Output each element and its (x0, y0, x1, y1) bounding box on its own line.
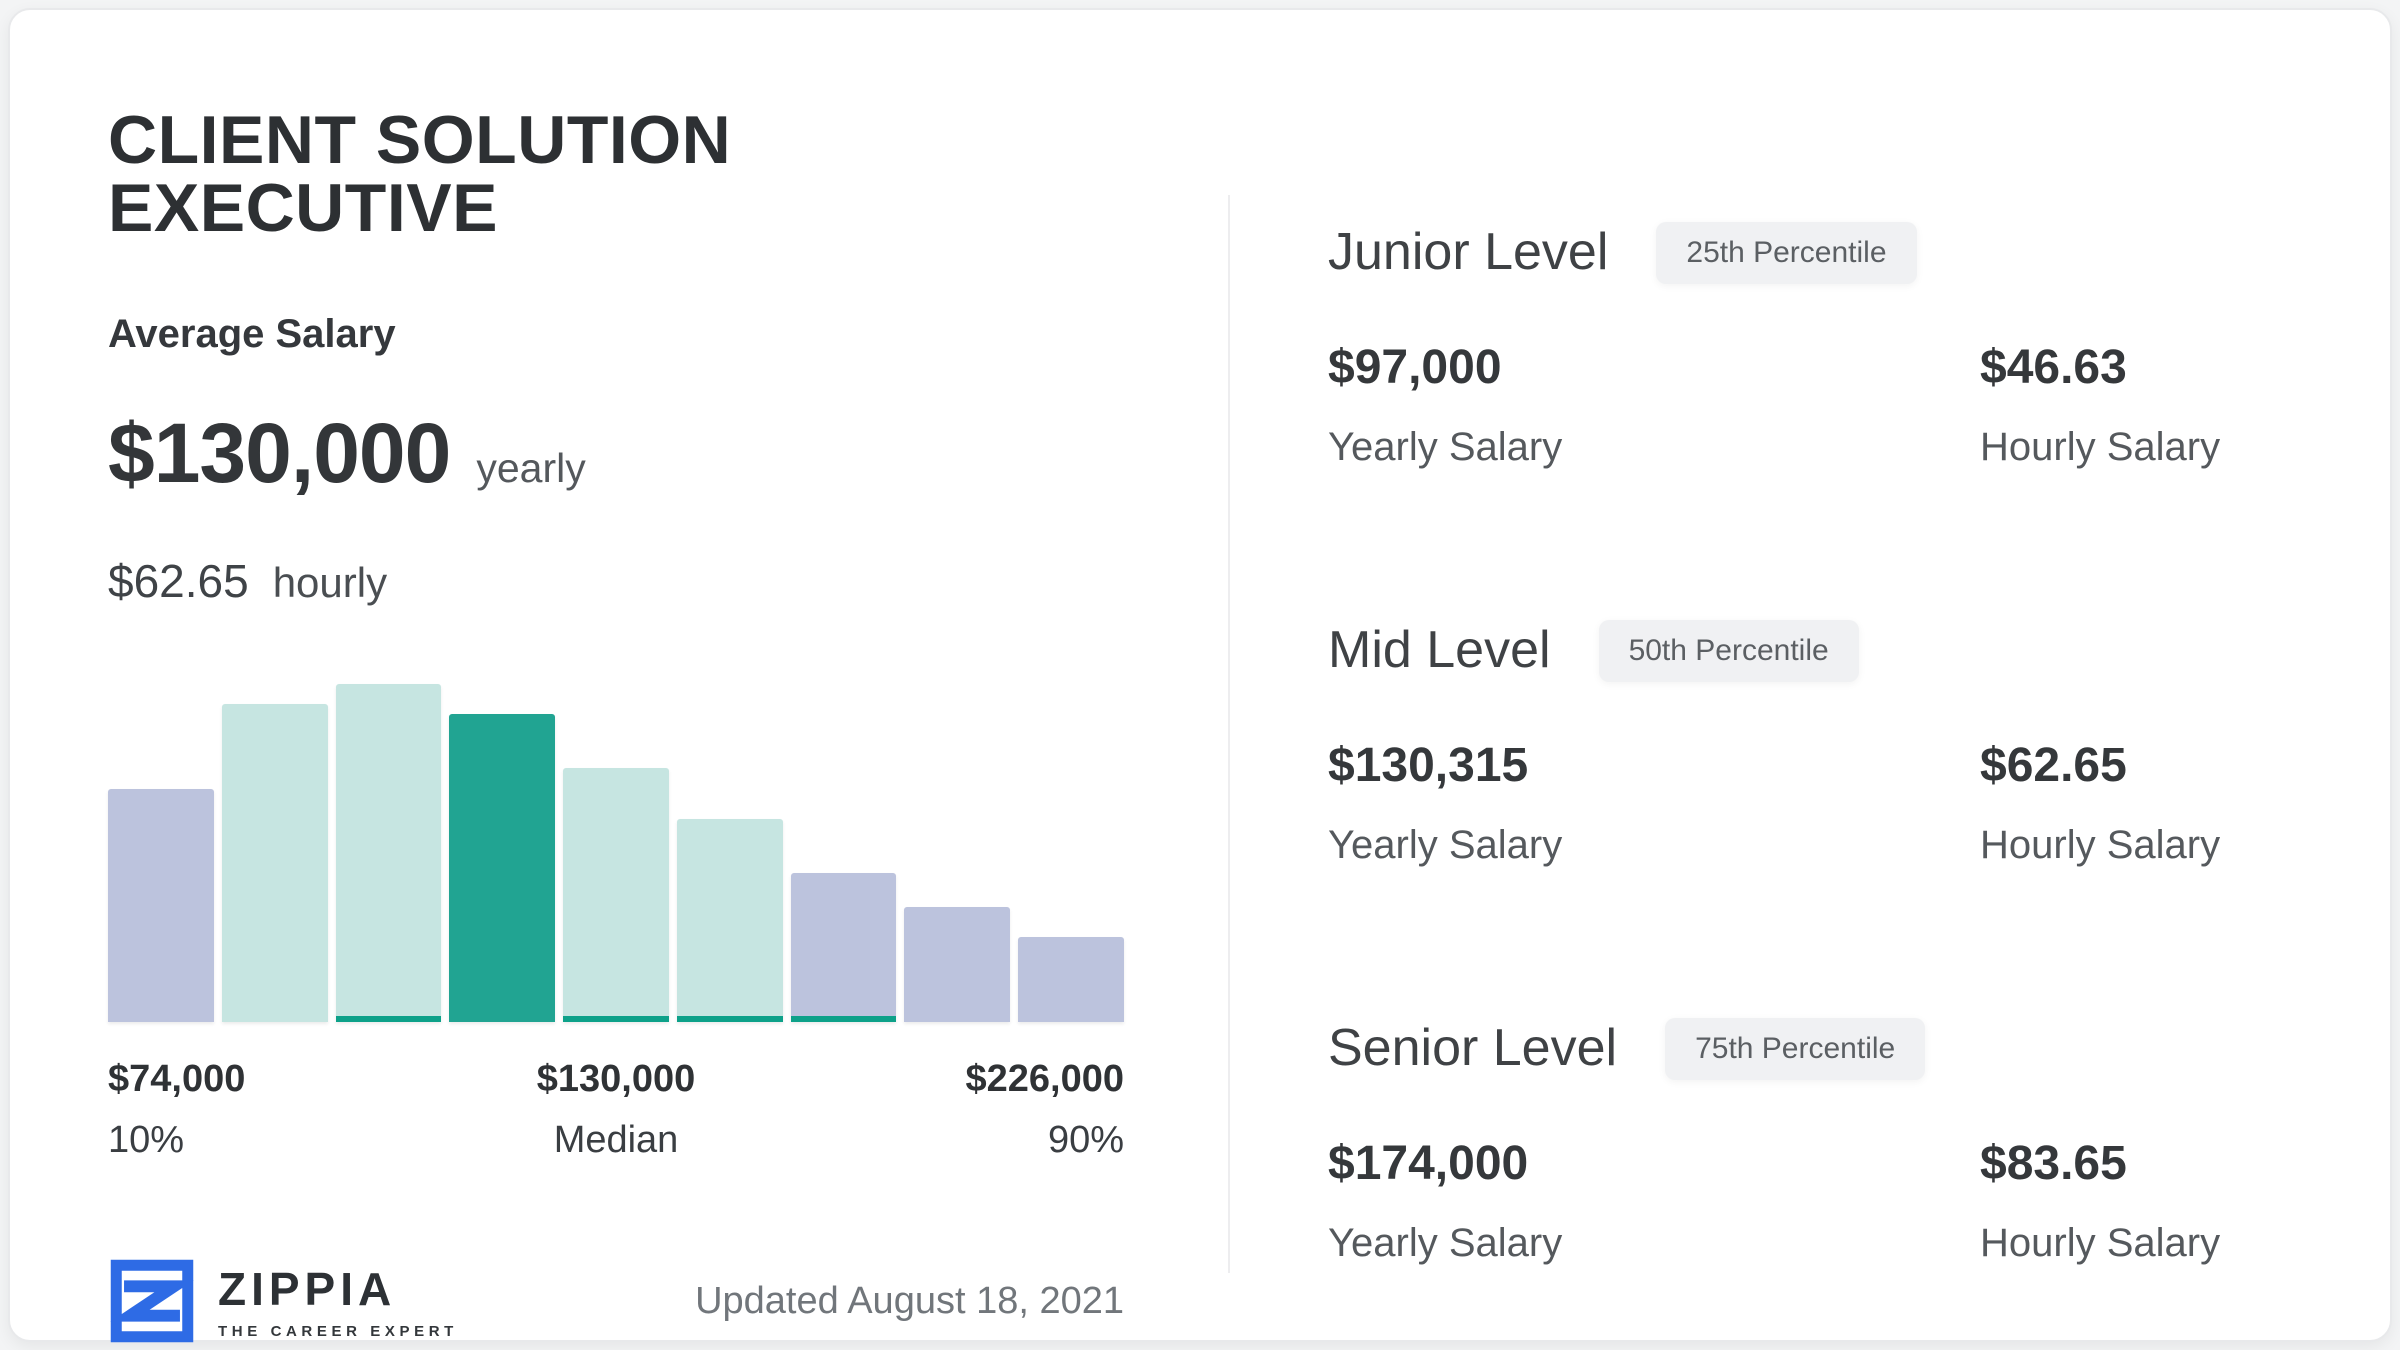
average-salary-heading: Average Salary (108, 312, 396, 356)
zippia-tagline: THE CAREER EXPERT (218, 1323, 458, 1340)
level-values-row: $130,315 Yearly Salary $62.65 Hourly Sal… (1328, 738, 2314, 868)
updated-date-text: Updated August 18, 2021 (695, 1279, 1124, 1322)
histogram-bar (449, 684, 556, 1022)
yearly-salary-block: $174,000 Yearly Salary (1328, 1136, 1980, 1266)
histogram-bar (221, 684, 328, 1022)
yearly-salary-block: $130,315 Yearly Salary (1328, 738, 1980, 868)
axis-tick-median: $130,000 Median (447, 1058, 786, 1162)
page-title: CLIENT SOLUTION EXECUTIVE (108, 102, 732, 246)
tick-label: 10% (108, 1119, 185, 1161)
salary-summary-column: CLIENT SOLUTION EXECUTIVE Average Salary… (108, 10, 1125, 1345)
hourly-salary-label: Hourly Salary (1980, 823, 2221, 867)
level-name: Senior Level (1328, 1019, 1618, 1078)
level-header: Senior Level 75th Percentile (1328, 1018, 2314, 1080)
tick-value: $130,000 (536, 1058, 696, 1100)
zippia-logo: ZIPPIA THE CAREER EXPERT (108, 1257, 458, 1345)
histogram-bar (108, 684, 214, 1022)
histogram-bar (335, 684, 442, 1022)
yearly-salary-label: Yearly Salary (1328, 425, 1563, 469)
hourly-salary-block: $62.65 Hourly Salary (1980, 738, 2314, 868)
average-hourly-value: $62.65 (108, 555, 249, 607)
hourly-salary-label: Hourly Salary (1980, 425, 2221, 469)
bar-underline (563, 1016, 669, 1022)
percentile-badge: 75th Percentile (1665, 1018, 1926, 1080)
salary-distribution-chart (108, 684, 1125, 1022)
yearly-salary-value: $130,315 (1328, 739, 1529, 792)
chart-x-axis: $74,000 10% $130,000 Median $226,000 90% (108, 1058, 1124, 1162)
level-header: Mid Level 50th Percentile (1328, 620, 2314, 682)
hourly-salary-block: $46.63 Hourly Salary (1980, 340, 2314, 470)
yearly-salary-block: $97,000 Yearly Salary (1328, 340, 1980, 470)
bar-underline (790, 1016, 897, 1022)
hourly-salary-block: $83.65 Hourly Salary (1980, 1136, 2314, 1266)
level-section-junior: Junior Level 25th Percentile $97,000 Yea… (1328, 222, 2314, 470)
histogram-bar (790, 684, 897, 1022)
average-hourly-row: $62.65 hourly (108, 554, 1124, 608)
yearly-salary-value: $174,000 (1328, 1137, 1529, 1190)
percentile-badge: 50th Percentile (1598, 620, 1859, 682)
tick-label: Median (553, 1119, 679, 1161)
level-values-row: $174,000 Yearly Salary $83.65 Hourly Sal… (1328, 1136, 2314, 1266)
zippia-wordmark: ZIPPIA (218, 1263, 397, 1315)
tick-label: 90% (1047, 1119, 1125, 1161)
average-yearly-row: $130,000 yearly (108, 405, 1124, 502)
axis-tick-10th-percentile: $74,000 10% (108, 1058, 447, 1162)
percentile-badge: 25th Percentile (1656, 222, 1917, 284)
percentile-levels-column: Junior Level 25th Percentile $97,000 Yea… (1328, 222, 2314, 1350)
level-section-mid: Mid Level 50th Percentile $130,315 Yearl… (1328, 620, 2314, 868)
level-section-senior: Senior Level 75th Percentile $174,000 Ye… (1328, 1018, 2314, 1266)
hourly-salary-value: $46.63 (1980, 341, 2127, 394)
bar-underline (335, 1016, 442, 1022)
footer-row: ZIPPIA THE CAREER EXPERT Updated August … (108, 1257, 1124, 1345)
tick-value: $74,000 (108, 1058, 246, 1100)
hourly-unit-label: hourly (272, 559, 388, 606)
tick-value: $226,000 (965, 1058, 1125, 1100)
vertical-divider (1228, 195, 1230, 1273)
histogram-bar (1018, 684, 1125, 1022)
histogram-bar (563, 684, 669, 1022)
histogram-bar (676, 684, 783, 1022)
level-header: Junior Level 25th Percentile (1328, 222, 2314, 284)
histogram-bar (904, 684, 1011, 1022)
average-yearly-value: $130,000 (108, 406, 451, 500)
hourly-salary-label: Hourly Salary (1980, 1221, 2221, 1265)
zippia-logo-text: ZIPPIA THE CAREER EXPERT (218, 1262, 458, 1340)
level-values-row: $97,000 Yearly Salary $46.63 Hourly Sala… (1328, 340, 2314, 470)
yearly-salary-label: Yearly Salary (1328, 823, 1563, 867)
yearly-unit-label: yearly (476, 445, 586, 491)
zippia-z-icon (110, 1259, 194, 1343)
level-name: Junior Level (1328, 223, 1609, 282)
hourly-salary-value: $83.65 (1980, 1137, 2127, 1190)
axis-tick-90th-percentile: $226,000 90% (785, 1058, 1125, 1162)
yearly-salary-value: $97,000 (1328, 341, 1502, 394)
bar-underline (676, 1016, 783, 1022)
hourly-salary-value: $62.65 (1980, 739, 2127, 792)
yearly-salary-label: Yearly Salary (1328, 1221, 1563, 1265)
level-name: Mid Level (1328, 621, 1551, 680)
salary-infographic-card: CLIENT SOLUTION EXECUTIVE Average Salary… (8, 8, 2392, 1345)
